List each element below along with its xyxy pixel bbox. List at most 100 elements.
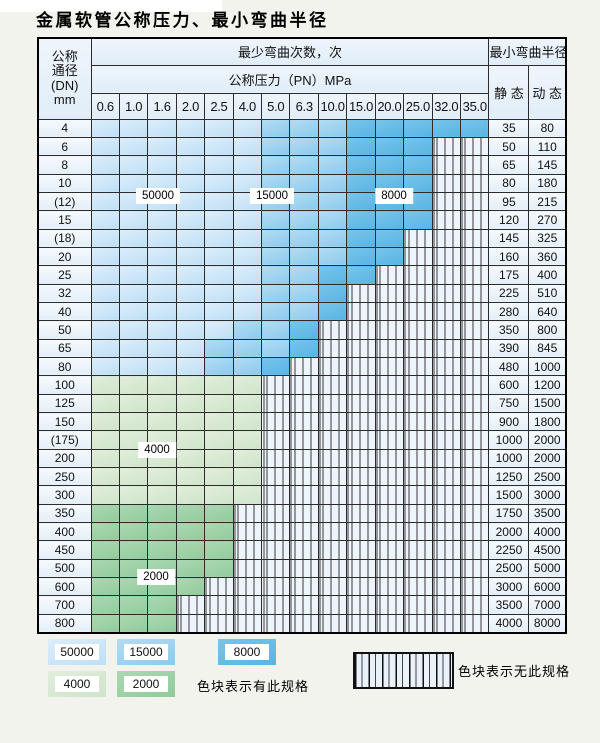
cell-cycles-4000	[204, 393, 234, 414]
cell-cycles-50000	[175, 228, 206, 248]
zone-label: 8000	[375, 188, 413, 204]
cell-cycles-8000	[346, 246, 376, 267]
dynamic-radius-value: 1800	[528, 411, 567, 432]
cell-no-spec	[459, 393, 490, 414]
cell-no-spec	[232, 503, 263, 524]
cell-cycles-4000	[175, 485, 206, 505]
cell-no-spec	[289, 393, 319, 414]
static-radius-value: 225	[488, 283, 530, 303]
cell-no-spec	[403, 448, 433, 469]
cell-cycles-8000	[346, 118, 376, 138]
cell-cycles-15000	[289, 155, 319, 175]
cell-cycles-50000	[232, 210, 263, 230]
table-row: 25 175 400	[37, 265, 567, 285]
cell-cycles-50000	[90, 228, 120, 248]
row-label-dn: 20	[37, 246, 92, 267]
cell-cycles-4000	[118, 485, 149, 505]
cell-cycles-4000	[90, 467, 120, 487]
cell-cycles-15000	[261, 301, 291, 322]
cell-cycles-50000	[232, 118, 263, 138]
row-label-dn: 500	[37, 558, 92, 579]
table-row: 150 900 1800	[37, 411, 567, 432]
cell-no-spec	[374, 467, 405, 487]
cell-no-spec	[289, 375, 319, 395]
cell-cycles-4000	[90, 393, 120, 414]
cell-cycles-50000	[90, 246, 120, 267]
cell-cycles-8000	[431, 118, 461, 138]
cell-no-spec	[431, 503, 461, 524]
cell-cycles-50000	[204, 155, 234, 175]
pressure-col-header: 15.0	[346, 92, 376, 120]
cell-cycles-2000	[204, 540, 234, 560]
legend-swatch-8000: 8000	[218, 639, 276, 665]
cell-no-spec	[317, 356, 348, 377]
cell-no-spec	[317, 577, 348, 597]
cell-cycles-50000	[118, 338, 149, 358]
cell-no-spec	[374, 558, 405, 579]
cell-cycles-2000	[118, 613, 149, 634]
cell-cycles-50000	[232, 136, 263, 157]
cell-no-spec	[289, 540, 319, 560]
dynamic-radius-value: 2500	[528, 467, 567, 487]
cell-cycles-50000	[175, 118, 206, 138]
cell-no-spec	[261, 595, 291, 615]
cell-cycles-2000	[175, 540, 206, 560]
cell-no-spec	[317, 467, 348, 487]
static-column-header: 静 态	[488, 64, 530, 120]
cell-no-spec	[431, 448, 461, 469]
table-row: 20 160 360	[37, 246, 567, 267]
cell-no-spec	[346, 301, 376, 322]
cell-no-spec	[346, 467, 376, 487]
pressure-values-row: 0.6 1.0 1.6 2.0 2.5 4.0 5.0 6.3 10.0 15.0 20.0 25.0…	[38, 92, 566, 120]
cell-cycles-50000	[90, 301, 120, 322]
cell-no-spec	[204, 577, 234, 597]
cell-no-spec	[346, 503, 376, 524]
cell-cycles-2000	[204, 522, 234, 542]
cell-cycles-15000	[289, 136, 319, 157]
cell-cycles-4000	[175, 467, 206, 487]
legend-swatch-label: 50000	[55, 644, 99, 660]
cell-cycles-4000	[204, 430, 234, 450]
table-row: 15 120 270	[37, 210, 567, 230]
cell-cycles-50000	[175, 136, 206, 157]
zone-label: 2000	[137, 569, 175, 585]
cell-cycles-8000	[317, 301, 348, 322]
cell-cycles-50000	[204, 246, 234, 267]
cell-cycles-2000	[118, 503, 149, 524]
cell-no-spec	[346, 613, 376, 634]
dynamic-radius-value: 6000	[528, 577, 567, 597]
cell-cycles-15000	[261, 338, 291, 358]
dynamic-radius-value: 800	[528, 320, 567, 340]
cell-no-spec	[374, 485, 405, 505]
cell-no-spec	[459, 448, 490, 469]
cell-cycles-50000	[204, 320, 234, 340]
cell-cycles-2000	[175, 522, 206, 542]
cell-cycles-4000	[204, 448, 234, 469]
cell-no-spec	[289, 595, 319, 615]
cell-cycles-50000	[90, 136, 120, 157]
dynamic-column-header: 动 态	[528, 64, 567, 120]
cell-no-spec	[403, 301, 433, 322]
cell-cycles-8000	[317, 283, 348, 303]
cell-no-spec	[459, 301, 490, 322]
cell-no-spec	[232, 595, 263, 615]
cell-cycles-50000	[90, 155, 120, 175]
cell-no-spec	[459, 540, 490, 560]
cell-cycles-50000	[118, 320, 149, 340]
cell-cycles-15000	[204, 338, 234, 358]
cell-no-spec	[431, 210, 461, 230]
cell-no-spec	[346, 283, 376, 303]
cell-no-spec	[261, 375, 291, 395]
cell-cycles-2000	[90, 558, 120, 579]
cell-cycles-2000	[90, 522, 120, 542]
cell-cycles-4000	[232, 485, 263, 505]
cell-no-spec	[403, 522, 433, 542]
row-label-dn: 450	[37, 540, 92, 560]
pressure-col-header: 0.6	[90, 92, 120, 120]
legend-note-no-spec: 色块表示无此规格	[458, 664, 571, 679]
cell-cycles-50000	[175, 173, 206, 193]
cell-no-spec	[232, 558, 263, 579]
cell-no-spec	[431, 522, 461, 542]
cell-cycles-50000	[175, 265, 206, 285]
pressure-col-header: 5.0	[261, 92, 291, 120]
